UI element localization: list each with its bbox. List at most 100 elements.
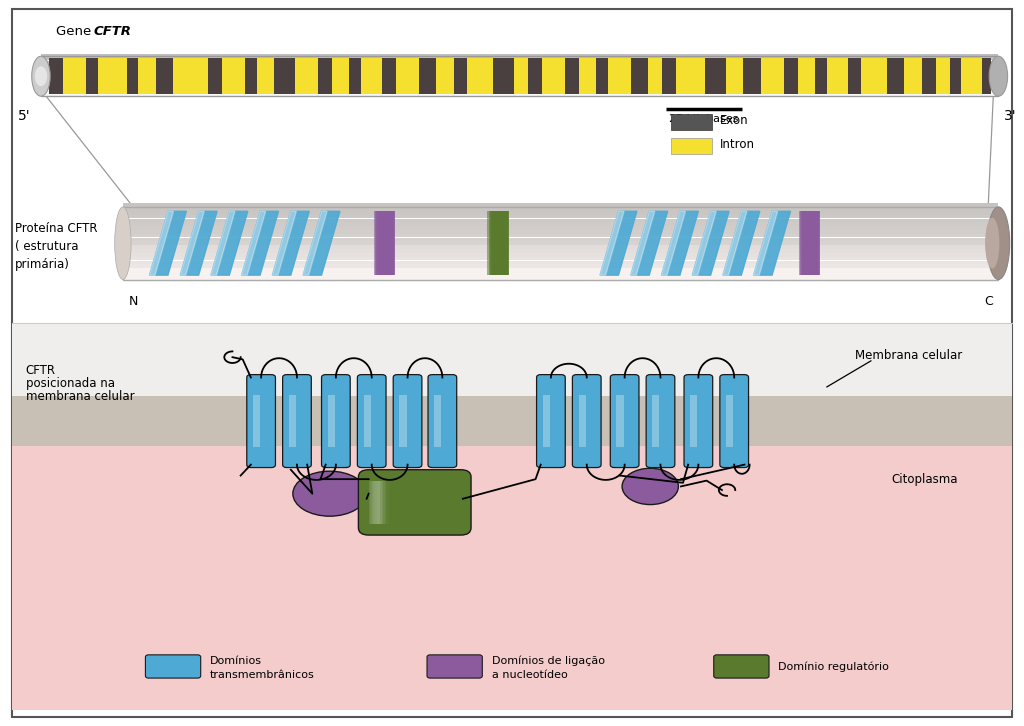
Bar [861,58,887,94]
Bar [493,211,503,275]
Bar [514,58,527,94]
Bar [41,67,998,69]
Bar [434,395,441,447]
Polygon shape [600,211,624,275]
Bar [565,58,579,94]
Polygon shape [723,211,746,275]
Polygon shape [723,211,760,275]
Bar [799,211,809,275]
Bar [41,90,998,92]
Bar [949,58,962,94]
Polygon shape [180,211,217,275]
FancyBboxPatch shape [357,375,386,468]
Bar [374,211,385,275]
Text: Gene: Gene [56,25,96,38]
Polygon shape [754,211,777,275]
Bar [123,261,998,264]
Ellipse shape [293,471,367,516]
Bar [274,58,295,94]
Bar [41,79,998,81]
Text: Domínio regulatório: Domínio regulatório [778,661,889,672]
Ellipse shape [115,207,131,280]
Bar [127,58,138,94]
Bar [542,58,565,94]
Bar [936,58,949,94]
Bar [123,219,998,222]
Bar [982,58,991,94]
Bar [371,481,382,524]
Bar [377,211,388,275]
Bar [436,58,454,94]
Bar [399,395,407,447]
Bar [492,211,502,275]
Bar [328,395,335,447]
Bar [498,211,509,275]
Text: C: C [984,295,992,309]
Bar [385,211,395,275]
Bar [41,56,998,96]
Bar [496,211,507,275]
Bar [419,58,436,94]
Bar [801,211,812,275]
Bar [468,58,493,94]
Bar [173,58,208,94]
Bar [676,58,705,94]
FancyBboxPatch shape [322,375,350,468]
Bar [395,58,419,94]
Bar [41,65,998,67]
Bar [123,237,998,241]
Bar [494,211,504,275]
Bar [382,211,393,275]
Bar [332,58,349,94]
Bar [123,227,998,230]
Bar [253,395,260,447]
Bar [98,58,127,94]
Bar [690,395,697,447]
Ellipse shape [987,207,1010,280]
Bar [904,58,922,94]
Bar [41,88,998,90]
Bar [364,395,371,447]
Bar [41,69,998,71]
Polygon shape [272,211,309,275]
Bar [41,62,998,65]
Polygon shape [692,211,716,275]
Text: Intron: Intron [720,139,755,151]
Polygon shape [631,211,654,275]
Bar [349,58,360,94]
Text: 5': 5' [18,109,31,123]
Bar [607,58,631,94]
Bar [705,58,726,94]
FancyBboxPatch shape [572,375,601,468]
Bar [375,481,386,524]
Bar [761,58,783,94]
Bar [648,58,663,94]
Polygon shape [180,211,204,275]
Bar [12,396,1012,446]
Bar [123,245,998,249]
Bar [41,86,998,88]
Bar [123,257,998,261]
Ellipse shape [622,468,678,505]
FancyBboxPatch shape [145,655,201,678]
Text: Proteína CFTR: Proteína CFTR [15,222,98,235]
Text: Domínios: Domínios [210,656,262,666]
Bar [12,446,1012,710]
Bar [123,203,998,207]
Text: transmembrânicos: transmembrânicos [210,670,314,680]
Bar [487,211,498,275]
Bar [41,78,998,79]
Bar [41,71,998,73]
Polygon shape [662,211,685,275]
Text: N: N [128,295,138,309]
Bar [962,58,982,94]
Bar [377,481,388,524]
Polygon shape [242,211,265,275]
Polygon shape [303,211,340,275]
Bar [86,58,98,94]
Bar [454,58,468,94]
Bar [289,395,296,447]
Bar [493,58,514,94]
Bar [808,211,819,275]
Bar [41,94,998,96]
